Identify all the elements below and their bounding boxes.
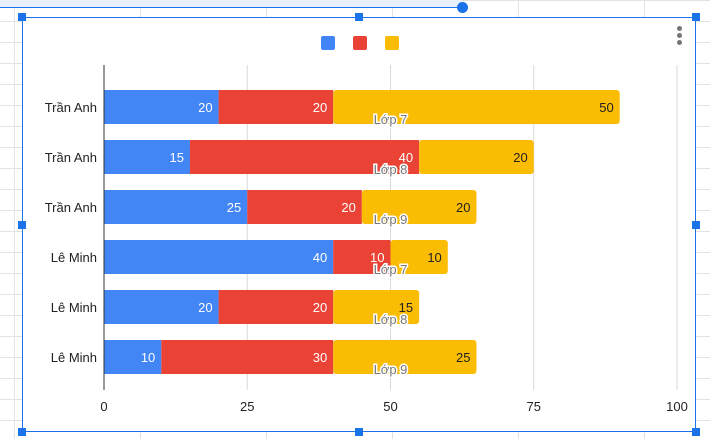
bar-segment	[247, 190, 362, 224]
x-tick-label: 75	[527, 399, 541, 414]
data-label: 15	[399, 300, 413, 315]
data-label: 15	[169, 150, 183, 165]
y-category-label: Lê Minh	[51, 250, 97, 265]
bar-segment	[104, 140, 190, 174]
bar-segment	[161, 340, 334, 374]
group-annotation: Lớp 8	[374, 312, 408, 327]
data-label: 20	[341, 200, 355, 215]
resize-handle-b[interactable]	[355, 428, 363, 436]
data-label: 20	[313, 100, 327, 115]
resize-handle-tr[interactable]	[692, 13, 700, 21]
group-annotation: Lớp 7	[374, 262, 408, 277]
resize-handle-bl[interactable]	[18, 428, 26, 436]
bar-segment	[333, 340, 477, 374]
data-label: 20	[198, 100, 212, 115]
x-tick-label: 0	[100, 399, 107, 414]
y-category-label: Lê Minh	[51, 300, 97, 315]
x-tick-label: 100	[666, 399, 688, 414]
resize-handle-br[interactable]	[692, 428, 700, 436]
data-label: 10	[427, 250, 441, 265]
bar-segment	[333, 290, 420, 324]
selected-row	[0, 0, 462, 8]
y-category-label: Trần Anh	[45, 200, 97, 215]
data-label: 10	[370, 250, 384, 265]
data-label: 10	[141, 350, 155, 365]
legend-swatch	[321, 36, 335, 50]
bar-segment	[333, 240, 391, 274]
bar-segment	[333, 90, 620, 124]
data-label: 20	[513, 150, 527, 165]
data-label: 30	[313, 350, 327, 365]
bar-segment	[390, 240, 448, 274]
bar-segment	[361, 190, 477, 224]
group-annotation: Lớp 7	[374, 112, 408, 127]
x-tick-label: 25	[240, 399, 254, 414]
legend-swatch	[385, 36, 399, 50]
data-label: 40	[399, 150, 413, 165]
x-tick-label: 50	[383, 399, 397, 414]
data-label: 50	[599, 100, 613, 115]
data-label: 25	[456, 350, 470, 365]
bar-segment	[104, 240, 334, 274]
data-label: 20	[313, 300, 327, 315]
chart-menu-button[interactable]	[677, 26, 683, 47]
rotate-handle[interactable]	[457, 2, 468, 13]
y-category-label: Lê Minh	[51, 350, 97, 365]
bar-segment	[419, 140, 534, 174]
legend-swatch	[353, 36, 367, 50]
group-annotation: Lớp 9	[374, 212, 408, 227]
bar-segment	[104, 290, 219, 324]
resize-handle-l[interactable]	[18, 221, 26, 229]
y-category-label: Trần Anh	[45, 100, 97, 115]
bar-segment	[104, 190, 248, 224]
bar-segment	[104, 90, 219, 124]
data-label: 40	[313, 250, 327, 265]
resize-handle-tl[interactable]	[18, 13, 26, 21]
group-annotation: Lớp 9	[374, 362, 408, 377]
bar-segment	[218, 290, 334, 324]
bar-segment	[218, 90, 334, 124]
data-label: 20	[198, 300, 212, 315]
resize-handle-r[interactable]	[692, 221, 700, 229]
bar-segment	[189, 140, 420, 174]
y-category-label: Trần Anh	[45, 150, 97, 165]
data-label: 25	[227, 200, 241, 215]
data-label: 20	[456, 200, 470, 215]
bar-segment	[104, 340, 162, 374]
group-annotation: Lớp 8	[374, 162, 408, 177]
resize-handle-t[interactable]	[355, 13, 363, 21]
